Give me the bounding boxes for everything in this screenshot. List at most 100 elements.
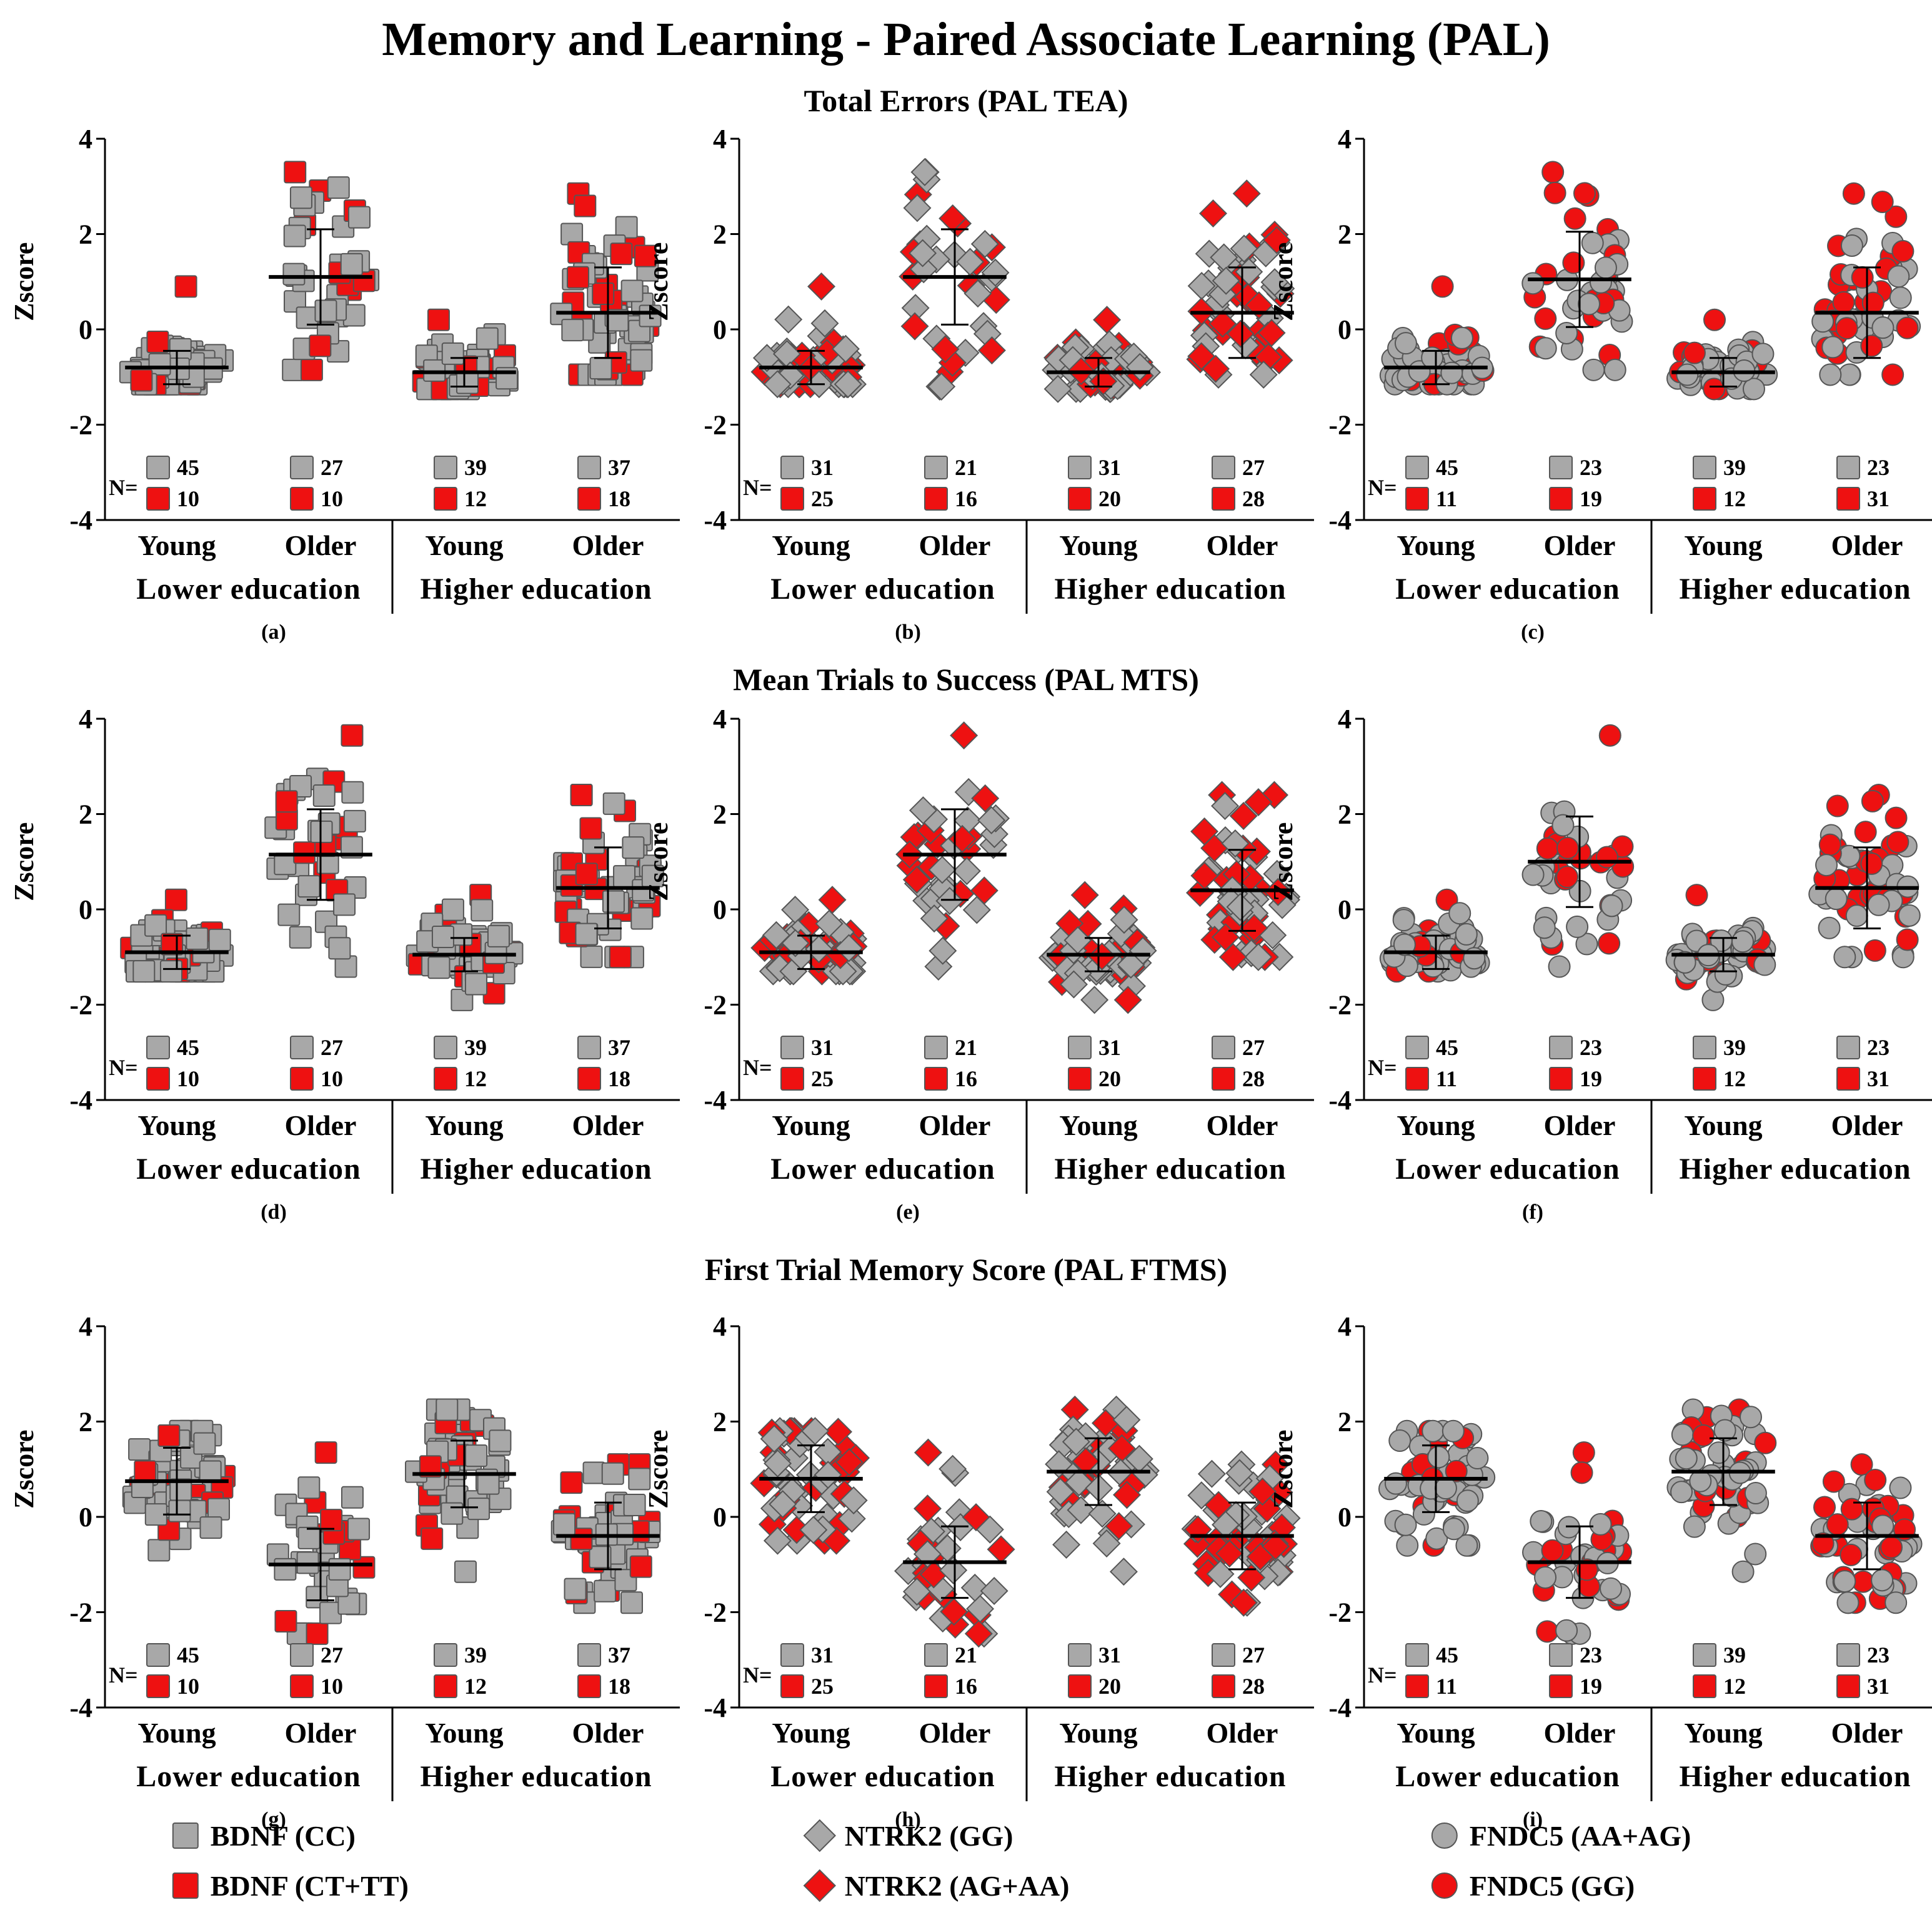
legend-label-reference: NTRK2 (GG) xyxy=(845,1820,1013,1852)
n-count-reference: 23 xyxy=(1580,455,1602,480)
point-reference xyxy=(764,1449,792,1478)
n-count-reference: 39 xyxy=(1723,1035,1746,1060)
point-reference xyxy=(829,957,857,986)
y-tick-label: 4 xyxy=(1338,1311,1352,1342)
n-count-reference: 31 xyxy=(1098,1642,1121,1668)
y-tick-label: 2 xyxy=(713,219,727,250)
point-carrier xyxy=(560,1471,583,1494)
point-carrier xyxy=(1570,1461,1593,1484)
point-carrier xyxy=(574,194,597,218)
point-reference xyxy=(465,1444,488,1468)
n-count-reference: 31 xyxy=(811,1642,834,1668)
n-swatch-reference xyxy=(924,456,948,479)
point-reference xyxy=(1838,844,1861,868)
n-count-reference: 27 xyxy=(321,455,343,480)
point-carrier xyxy=(835,1448,864,1476)
point-reference xyxy=(927,372,956,401)
y-axis-label: Zscore xyxy=(9,242,39,321)
point-carrier xyxy=(1093,306,1122,334)
n-prefix: N= xyxy=(109,1662,138,1688)
n-swatch-carrier xyxy=(780,1674,804,1698)
point-reference xyxy=(769,1490,797,1519)
point-carrier xyxy=(419,1455,442,1478)
n-swatch-carrier xyxy=(780,1067,804,1091)
point-reference xyxy=(340,836,363,859)
n-count-reference: 45 xyxy=(177,1642,199,1668)
point-reference xyxy=(1821,336,1845,359)
n-swatch-reference xyxy=(1836,1036,1860,1059)
n-count-reference: 37 xyxy=(608,1035,630,1060)
point-carrier xyxy=(1543,181,1566,204)
y-axis-label: Zscore xyxy=(643,242,674,321)
point-reference xyxy=(909,239,937,268)
point-reference xyxy=(615,216,638,239)
y-tick-label: 2 xyxy=(713,1407,727,1438)
n-count-reference: 27 xyxy=(321,1035,343,1060)
point-reference xyxy=(977,806,1006,834)
n-swatch-carrier xyxy=(1212,1674,1235,1698)
n-count-reference: 23 xyxy=(1867,455,1890,480)
y-axis-label: Zscore xyxy=(643,1430,674,1509)
point-carrier xyxy=(1813,1496,1836,1519)
point-reference xyxy=(1811,310,1835,333)
n-count-carrier: 25 xyxy=(811,1066,834,1091)
point-reference xyxy=(1673,951,1696,974)
group-label: Young xyxy=(137,1717,216,1749)
point-reference xyxy=(981,258,1010,287)
n-swatch-carrier xyxy=(290,1067,314,1091)
point-reference xyxy=(1889,1476,1912,1499)
panel-label: (g) xyxy=(261,1808,286,1831)
legend-marker-reference xyxy=(172,1822,199,1849)
point-reference xyxy=(962,896,991,924)
point-carrier xyxy=(421,1527,444,1550)
point-carrier xyxy=(570,784,593,806)
point-reference xyxy=(589,1546,612,1569)
y-tick-label: -4 xyxy=(1328,1692,1352,1723)
point-reference xyxy=(1422,1419,1445,1442)
point-carrier xyxy=(1226,319,1255,348)
point-reference xyxy=(186,927,209,950)
n-count-reference: 37 xyxy=(608,455,630,480)
n-count-carrier: 12 xyxy=(464,1066,487,1091)
point-carrier xyxy=(610,242,633,266)
point-reference xyxy=(1212,1511,1240,1539)
point-reference xyxy=(1575,932,1598,956)
point-carrier xyxy=(1835,317,1858,340)
n-count-reference: 27 xyxy=(1242,1035,1265,1060)
education-label-lower: Lower education xyxy=(1395,1760,1620,1793)
point-reference xyxy=(340,252,363,276)
point-reference xyxy=(1548,955,1571,978)
n-count-carrier: 25 xyxy=(811,1674,834,1699)
n-count-reference: 31 xyxy=(811,455,834,480)
point-carrier xyxy=(1860,334,1883,358)
point-reference xyxy=(327,176,350,199)
point-reference xyxy=(1434,1477,1457,1500)
point-reference xyxy=(148,352,171,376)
education-label-lower: Lower education xyxy=(136,1760,361,1793)
point-carrier xyxy=(309,334,332,358)
point-carrier xyxy=(341,724,364,747)
point-carrier xyxy=(948,824,977,853)
point-carrier xyxy=(914,1438,942,1467)
point-carrier xyxy=(1861,789,1884,812)
point-reference xyxy=(1555,1619,1578,1642)
group-label: Young xyxy=(772,1109,850,1141)
n-swatch-reference xyxy=(434,456,457,479)
point-carrier xyxy=(1248,1478,1277,1506)
point-reference xyxy=(1701,988,1725,1011)
y-tick-label: 2 xyxy=(79,799,92,830)
point-reference xyxy=(1249,360,1278,389)
point-carrier xyxy=(1244,788,1273,817)
n-swatch-reference xyxy=(1549,1643,1573,1667)
point-carrier xyxy=(1562,251,1585,274)
point-reference xyxy=(580,945,603,968)
point-reference xyxy=(1440,361,1463,384)
n-swatch-carrier xyxy=(146,1674,170,1698)
n-swatch-carrier xyxy=(924,1674,948,1698)
point-reference xyxy=(343,809,366,832)
point-carrier xyxy=(300,358,323,381)
n-count-reference: 31 xyxy=(1098,455,1121,480)
point-reference xyxy=(1577,292,1600,316)
point-carrier xyxy=(1262,226,1291,254)
point-reference xyxy=(1871,316,1895,339)
